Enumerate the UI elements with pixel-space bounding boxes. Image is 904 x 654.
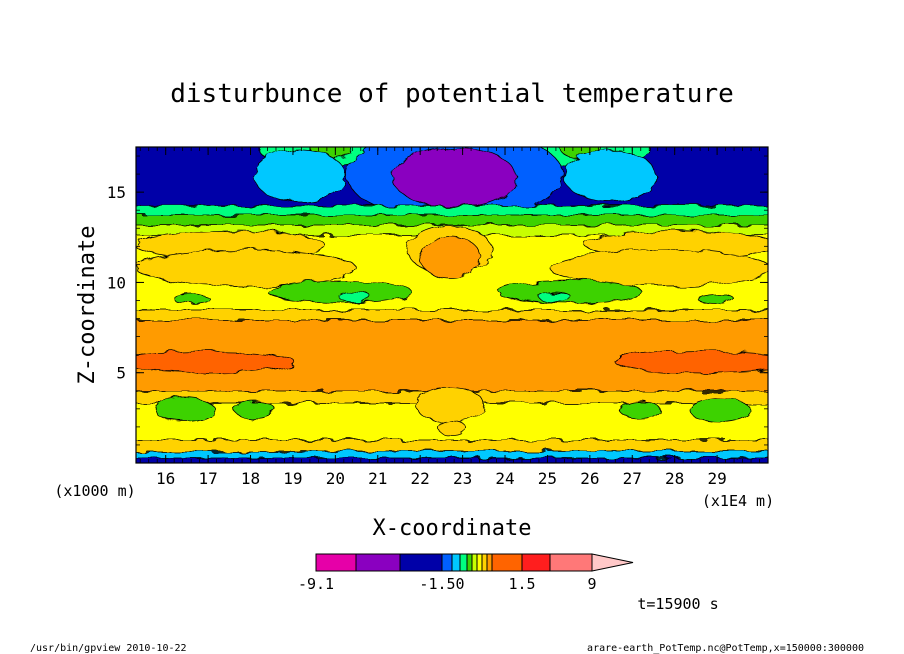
colorbar-swatch — [521, 553, 551, 572]
field-blob — [437, 420, 467, 436]
field-blob — [563, 149, 657, 203]
colorbar-swatch — [451, 553, 461, 572]
colorbar-arrow — [591, 553, 634, 572]
field-blob — [689, 397, 751, 423]
colorbar-swatch — [466, 553, 473, 572]
colorbar-swatch — [486, 553, 493, 572]
chart-title: disturbunce of potential temperature — [170, 79, 734, 109]
x-tick-label: 22 — [411, 469, 430, 488]
x-tick-label: 27 — [623, 469, 642, 488]
colorbar-label: 1.5 — [508, 575, 535, 593]
field-blob — [497, 280, 643, 304]
colorbar-swatch — [481, 553, 488, 572]
colorbar-swatch — [471, 553, 478, 572]
field-blob — [173, 293, 211, 305]
x-tick-label: 25 — [538, 469, 557, 488]
field-blob — [136, 350, 296, 374]
x-tick-label: 29 — [707, 469, 726, 488]
field-blob — [415, 386, 485, 424]
colorbar-swatch — [491, 553, 523, 572]
x-axis: 16 17 18 19 20 21 22 23 24 25 26 27 28 29 — [139, 147, 769, 488]
field-blob — [697, 293, 735, 305]
x-tick-label: 16 — [156, 469, 175, 488]
field-band — [136, 439, 768, 453]
y-axis-label: Z-coordinate — [75, 226, 100, 385]
field-blob — [619, 400, 661, 420]
field-blob — [234, 400, 276, 420]
y-tick-label: 5 — [116, 364, 126, 383]
x-tick-label: 26 — [580, 469, 599, 488]
colorbar-swatch — [355, 553, 401, 572]
colorbar-swatch — [441, 553, 453, 572]
colorbar-label: -9.1 — [298, 575, 334, 593]
field-band — [136, 457, 768, 463]
plot-frame — [135, 146, 769, 464]
colorbar-swatch — [549, 553, 593, 572]
field-blob — [549, 249, 768, 287]
colorbar-swatch — [476, 553, 483, 572]
contour-field — [136, 147, 768, 463]
field-blob — [267, 280, 413, 304]
colorbar-label: 9 — [587, 575, 596, 593]
field-blob — [338, 291, 372, 303]
field-band — [136, 214, 768, 227]
field-blob — [253, 149, 347, 203]
x-tick-label: 21 — [368, 469, 387, 488]
field-blob — [136, 249, 357, 287]
x-tick-label: 19 — [283, 469, 302, 488]
field-band — [136, 309, 768, 322]
field-blob — [538, 291, 572, 303]
x-axis-label: X-coordinate — [373, 516, 532, 541]
colorbar-swatch — [459, 553, 468, 572]
footer-left: /usr/bin/gpview 2010-10-22 — [30, 643, 187, 654]
x-tick-label: 23 — [453, 469, 472, 488]
x-tick-label: 20 — [326, 469, 345, 488]
colorbar-swatch — [315, 553, 357, 572]
colorbar: -9.1 -1.50 1.5 9 — [298, 553, 634, 593]
footer-right: arare-earth_PotTemp.nc@PotTemp,x=150000:… — [587, 643, 864, 654]
time-label: t=15900 s — [637, 595, 718, 613]
x-tick-label: 24 — [495, 469, 514, 488]
field-blob — [154, 397, 216, 423]
colorbar-label: -1.50 — [419, 575, 464, 593]
y-tick-label: 15 — [107, 183, 126, 202]
x-tick-label: 18 — [241, 469, 260, 488]
field-blob — [419, 235, 481, 279]
colorbar-swatch — [399, 553, 443, 572]
field-blob — [614, 350, 768, 374]
x-tick-label: 17 — [198, 469, 217, 488]
y-axis: 5 10 15 — [107, 155, 768, 446]
x-unit-label: (x1E4 m) — [702, 492, 774, 510]
field-minimum — [392, 147, 518, 209]
y-unit-label: (x1000 m) — [54, 482, 135, 500]
y-tick-label: 10 — [107, 273, 126, 292]
x-tick-label: 28 — [665, 469, 684, 488]
